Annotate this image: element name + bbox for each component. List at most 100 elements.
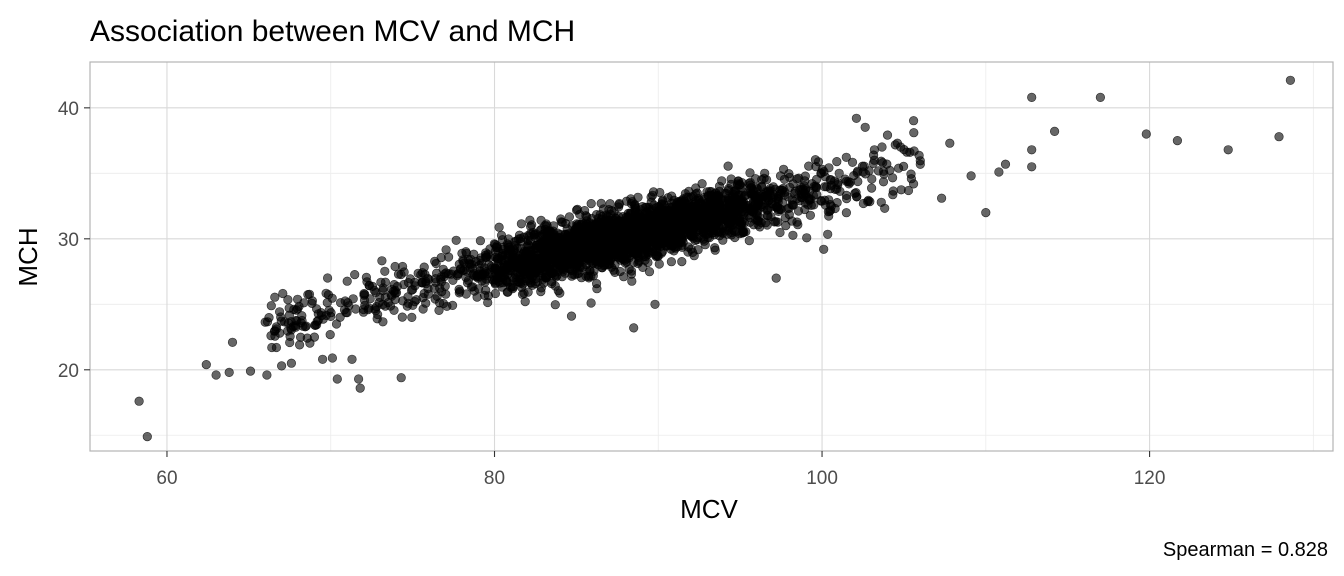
data-point xyxy=(469,286,480,296)
y-axis-title: MCH xyxy=(13,227,43,286)
grid xyxy=(90,62,1333,451)
data-point xyxy=(297,311,307,321)
data-point xyxy=(509,247,519,257)
data-point xyxy=(746,206,757,216)
data-point xyxy=(389,286,399,296)
data-point xyxy=(586,199,596,209)
data-point xyxy=(318,354,328,364)
data-point xyxy=(1027,92,1037,102)
data-point xyxy=(591,279,602,289)
data-point xyxy=(1027,162,1037,172)
data-point xyxy=(378,317,388,327)
data-point xyxy=(605,199,615,209)
data-point xyxy=(321,288,331,298)
data-point xyxy=(759,173,769,183)
data-point xyxy=(841,152,851,162)
x-tick-label: 80 xyxy=(484,468,505,489)
data-point xyxy=(653,251,663,261)
data-point xyxy=(438,298,449,309)
data-point xyxy=(413,268,423,278)
data-point xyxy=(841,190,852,200)
data-point xyxy=(378,286,388,296)
data-point xyxy=(267,342,277,353)
data-point xyxy=(699,194,709,205)
data-point xyxy=(556,214,566,224)
data-point xyxy=(513,253,523,263)
data-point xyxy=(399,267,409,277)
data-point xyxy=(981,208,991,218)
data-point xyxy=(650,236,660,246)
data-point xyxy=(286,358,297,368)
data-point xyxy=(503,278,513,288)
data-point xyxy=(723,225,733,235)
data-point xyxy=(793,206,804,216)
data-point xyxy=(1285,75,1295,85)
data-point xyxy=(550,300,560,310)
data-point xyxy=(690,235,700,246)
data-point xyxy=(601,224,612,234)
data-point xyxy=(625,250,635,261)
data-point xyxy=(390,261,400,272)
data-point xyxy=(565,259,575,269)
data-point xyxy=(640,239,650,249)
chart-title: Association between MCV and MCH xyxy=(90,15,575,48)
data-point xyxy=(520,297,530,307)
data-point xyxy=(326,308,336,318)
data-point xyxy=(650,210,660,220)
data-point xyxy=(718,235,728,245)
data-point xyxy=(494,222,504,232)
data-point xyxy=(666,218,677,228)
data-point xyxy=(586,246,597,256)
data-point xyxy=(773,204,784,215)
data-point xyxy=(866,183,877,193)
data-point xyxy=(679,198,689,208)
data-point xyxy=(373,309,383,320)
data-point xyxy=(860,122,870,132)
data-point xyxy=(915,159,925,169)
data-point xyxy=(936,193,947,203)
data-point xyxy=(748,193,758,203)
data-point xyxy=(691,211,701,221)
data-point xyxy=(417,278,427,288)
data-point xyxy=(876,197,886,207)
data-point xyxy=(713,204,724,214)
data-point xyxy=(578,255,588,265)
data-point xyxy=(516,219,527,229)
data-point xyxy=(270,292,280,302)
data-point xyxy=(577,226,588,236)
data-point xyxy=(1000,159,1011,169)
data-point xyxy=(211,370,221,380)
data-point xyxy=(475,236,486,246)
data-point xyxy=(775,227,785,238)
data-point xyxy=(706,190,716,200)
data-point xyxy=(555,229,566,239)
data-point xyxy=(550,266,560,276)
data-point xyxy=(650,299,660,309)
data-point xyxy=(661,240,671,250)
data-point xyxy=(887,173,898,183)
data-point xyxy=(779,190,790,200)
data-point xyxy=(325,330,335,340)
data-point xyxy=(851,113,862,123)
data-point xyxy=(332,374,342,384)
data-point xyxy=(262,370,272,380)
data-point xyxy=(480,290,490,301)
data-point xyxy=(852,168,862,178)
data-point xyxy=(266,301,276,311)
data-point xyxy=(666,257,677,267)
data-point xyxy=(643,227,653,237)
data-point xyxy=(316,308,326,318)
data-point xyxy=(1027,145,1037,155)
data-point xyxy=(463,254,473,265)
data-point xyxy=(792,174,802,184)
data-point xyxy=(541,273,552,283)
data-point xyxy=(355,383,365,393)
data-point xyxy=(284,303,294,313)
data-point xyxy=(276,316,286,326)
data-point xyxy=(1141,129,1151,139)
data-point xyxy=(437,287,447,297)
data-point xyxy=(661,229,671,239)
data-point xyxy=(309,332,320,342)
data-point xyxy=(784,169,794,179)
